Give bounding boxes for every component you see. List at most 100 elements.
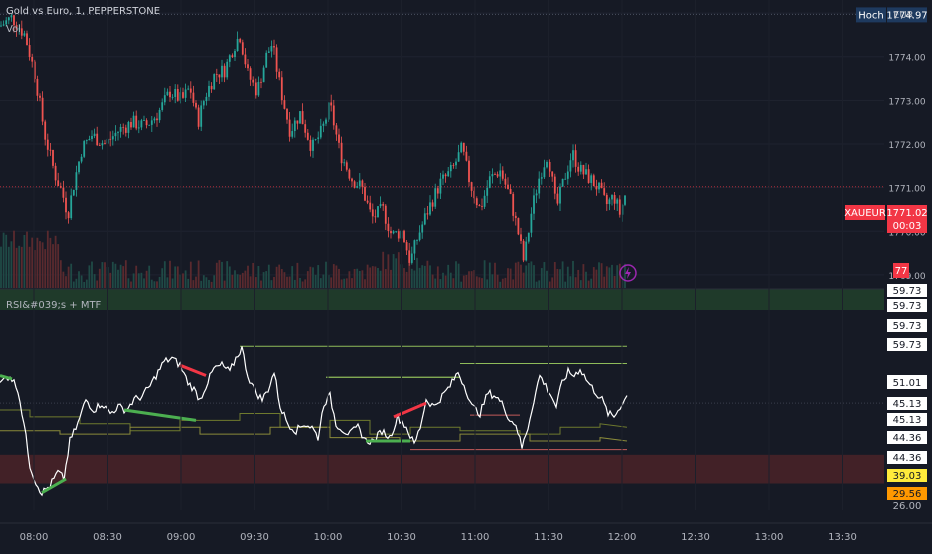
volume-bar: [210, 281, 213, 288]
volume-bar: [0, 246, 2, 288]
volume-bar: [548, 281, 551, 288]
volume-bar: [270, 280, 273, 288]
divergence-line: [179, 363, 207, 377]
candle-body: [520, 234, 522, 241]
volume-bar: [5, 234, 8, 288]
rsi-last-value: 51.01: [893, 378, 922, 389]
volume-bar: [361, 270, 364, 288]
volume-bar: [366, 264, 369, 288]
volume-bar: [481, 278, 483, 288]
rsi-tick-box: [887, 431, 927, 444]
volume-bar: [509, 268, 512, 288]
candle-body: [41, 97, 44, 122]
candle-body: [317, 137, 320, 139]
volume-bar: [460, 281, 463, 288]
candle-body: [618, 199, 621, 215]
candle-body: [127, 121, 130, 133]
volume-bar: [18, 245, 21, 288]
volume-bar: [585, 271, 587, 288]
volume-bar: [624, 263, 626, 288]
candle-body: [436, 188, 439, 194]
volume-bar: [546, 270, 548, 288]
volume-bar: [166, 277, 169, 288]
candle-body: [556, 193, 559, 204]
candle-body: [478, 205, 481, 207]
rsi-divergences: [0, 363, 427, 495]
volume-bar: [377, 267, 379, 288]
candle-body: [572, 150, 574, 161]
volume-bar: [101, 262, 104, 288]
volume-bar: [572, 260, 574, 288]
volume-bar: [543, 262, 546, 288]
candle-body: [517, 218, 520, 235]
rsi-tick-label: 59.73: [893, 340, 922, 351]
candle-body: [522, 240, 525, 261]
candle-body: [345, 162, 348, 170]
time-tick-label: 09:00: [167, 532, 196, 543]
candle-body: [514, 215, 517, 219]
rsi-tick-box: [887, 319, 927, 332]
candle-body: [611, 195, 613, 200]
candle-body: [533, 195, 535, 214]
rsi-tick-label: 44.36: [893, 453, 922, 464]
volume-bar: [517, 261, 520, 288]
separator-band: [0, 289, 884, 310]
divergence-line: [123, 408, 197, 422]
rsi-tick-label: 59.73: [893, 286, 922, 297]
candle-body: [148, 124, 151, 126]
candle-body: [421, 224, 424, 233]
volume-bar: [507, 268, 509, 288]
volume-bar: [577, 269, 580, 288]
candle-body: [161, 102, 164, 110]
volume-bar: [23, 234, 26, 288]
lightning-icon[interactable]: [619, 264, 637, 282]
volume-bar: [408, 263, 411, 288]
volume-bar: [98, 268, 101, 288]
candle-body: [423, 213, 426, 225]
volume-bars: [0, 230, 626, 288]
volume-bar: [442, 272, 444, 288]
volume-bar: [595, 269, 598, 288]
volume-bar: [322, 274, 325, 288]
rsi-tick-box: [887, 451, 927, 464]
candle-body: [10, 15, 13, 18]
candle-body: [312, 139, 314, 151]
candle-body: [132, 115, 135, 128]
candle-body: [140, 120, 143, 128]
candle-body: [197, 107, 200, 127]
time-tick-label: 11:30: [534, 532, 563, 543]
volume-bar: [78, 271, 80, 288]
price-tick-label: 1772.00: [888, 141, 925, 151]
volume-bar: [356, 268, 359, 288]
candle-body: [397, 231, 400, 239]
rsi-tick-box: [887, 284, 927, 297]
candle-body: [530, 213, 533, 233]
candle-body: [2, 24, 5, 26]
volume-bar: [189, 261, 192, 288]
volume-bar: [286, 276, 288, 288]
volume-bar: [465, 275, 468, 288]
candle-body: [36, 78, 39, 96]
candle-body: [52, 149, 54, 166]
volume-bar: [590, 278, 593, 288]
volume-bar: [553, 262, 556, 288]
candle-body: [176, 88, 179, 101]
rsi-tick-box: [887, 469, 927, 482]
volume-bar: [522, 272, 525, 288]
volume-bar: [39, 241, 41, 288]
candle-body: [475, 198, 478, 206]
candle-body: [85, 140, 88, 142]
rsi-tick-box: [887, 299, 927, 312]
volume-bar: [223, 280, 226, 288]
volume-bar: [447, 264, 450, 288]
volume-bar: [598, 262, 600, 288]
volume-bar: [608, 267, 611, 288]
candle-body: [574, 150, 577, 167]
rsi-tick-box: [887, 338, 927, 351]
candle-body: [512, 193, 515, 216]
candle-body: [322, 123, 325, 126]
candle-body: [462, 142, 465, 152]
volume-bar: [93, 274, 96, 288]
volume-bar: [44, 249, 47, 288]
volume-bar: [236, 274, 239, 288]
